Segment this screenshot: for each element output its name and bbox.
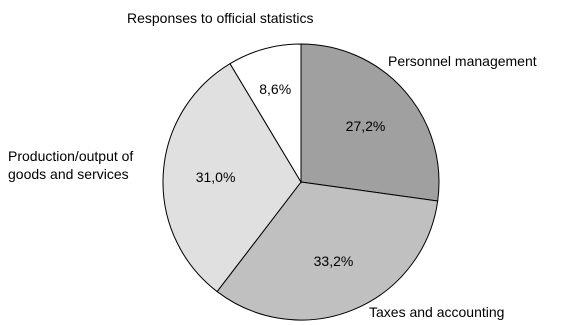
pie-slice-personnel bbox=[300, 43, 440, 202]
pie-value-label-personnel: 27,2% bbox=[346, 118, 386, 134]
pie-slice-taxes bbox=[216, 181, 439, 321]
pie-value-label-production: 31,0% bbox=[196, 169, 236, 185]
category-label-taxes: Taxes and accounting bbox=[369, 304, 504, 320]
category-label-personnel: Personnel management bbox=[388, 53, 537, 69]
category-label-production-line2: goods and services bbox=[8, 166, 129, 182]
pie-value-labels: 27,2% 33,2% 31,0% 8,6% bbox=[196, 81, 386, 269]
category-label-responses: Responses to official statistics bbox=[127, 10, 314, 26]
pie-slices bbox=[162, 43, 440, 321]
pie-value-label-taxes: 33,2% bbox=[314, 253, 354, 269]
pie-value-label-responses: 8,6% bbox=[259, 81, 291, 97]
pie-slice-production bbox=[162, 62, 302, 293]
pie-slice-responses bbox=[229, 43, 302, 184]
category-label-production-line1: Production/output of bbox=[8, 148, 133, 164]
